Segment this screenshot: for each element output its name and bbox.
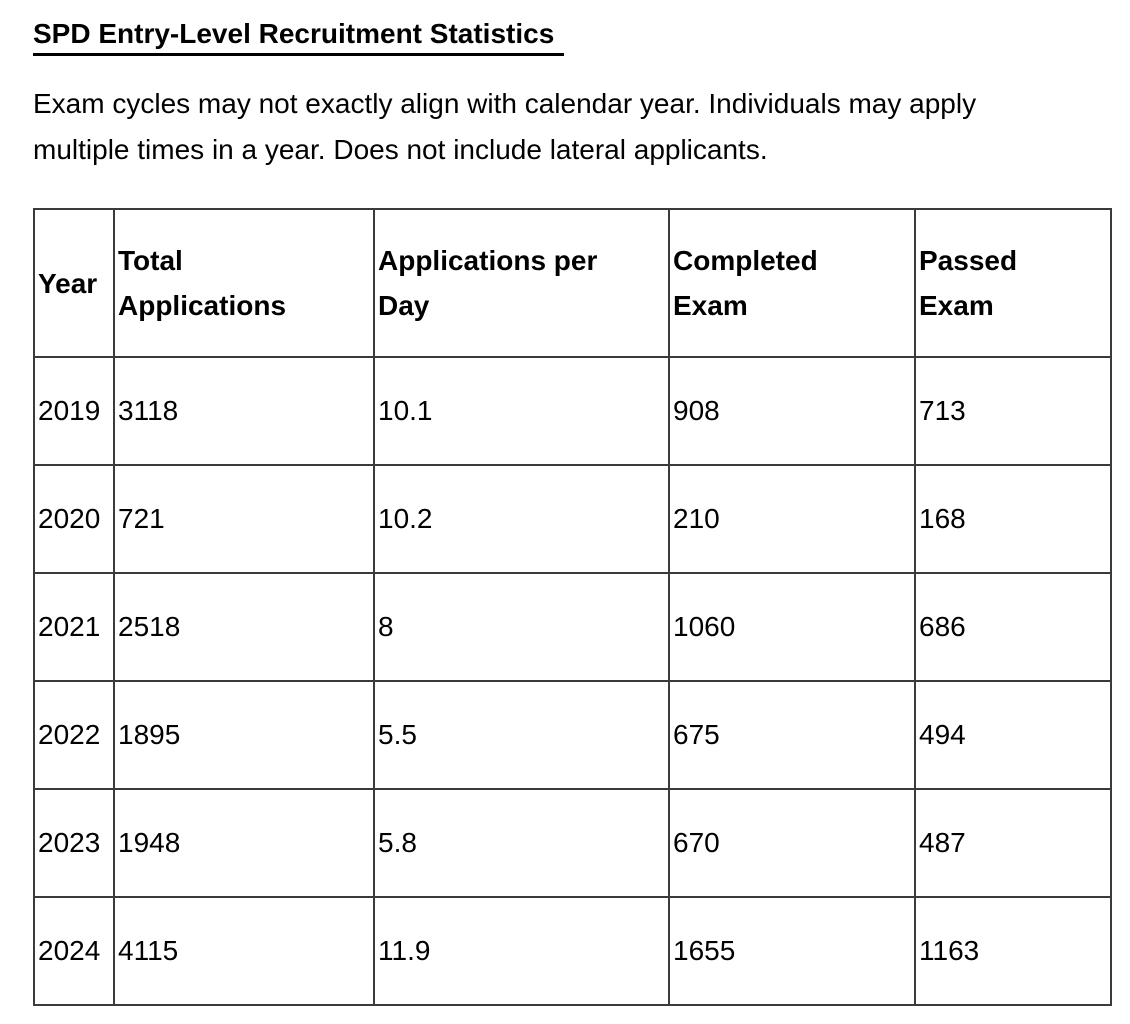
cell-applications-per-day: 5.8 (373, 788, 670, 898)
cell-total-applications: 4115 (113, 896, 375, 1006)
cell-year: 2020 (33, 464, 115, 574)
cell-year: 2021 (33, 572, 115, 682)
cell-total-applications: 1948 (113, 788, 375, 898)
cell-completed-exam: 210 (668, 464, 916, 574)
table-row-2021: 2021 2518 8 1060 686 (33, 572, 1112, 682)
cell-applications-per-day: 8 (373, 572, 670, 682)
cell-completed-exam: 670 (668, 788, 916, 898)
cell-year: 2024 (33, 896, 115, 1006)
col-header-year: Year (33, 208, 115, 358)
page-title-text: SPD Entry-Level Recruitment Statistics (33, 18, 565, 56)
cell-completed-exam: 1060 (668, 572, 916, 682)
cell-year: 2022 (33, 680, 115, 790)
cell-completed-exam: 675 (668, 680, 916, 790)
col-header-passed-exam: Passed Exam (914, 208, 1112, 358)
table-row-2022: 2022 1895 5.5 675 494 (33, 680, 1112, 790)
cell-passed-exam: 494 (914, 680, 1112, 790)
intro-line-2: multiple times in a year. Does not inclu… (33, 134, 768, 165)
table-row-2023: 2023 1948 5.8 670 487 (33, 788, 1112, 898)
cell-passed-exam: 713 (914, 356, 1112, 466)
intro-paragraph: Exam cycles may not exactly align with c… (33, 81, 1112, 173)
document-content: SPD Entry-Level Recruitment Statistics E… (0, 18, 1130, 1006)
cell-applications-per-day: 11.9 (373, 896, 670, 1006)
table-row-2019: 2019 3118 10.1 908 713 (33, 356, 1112, 466)
recruitment-stats-table: Year Total Applications Applications per… (33, 208, 1112, 1006)
col-header-completed-exam: Completed Exam (668, 208, 916, 358)
cell-completed-exam: 1655 (668, 896, 916, 1006)
cell-completed-exam: 908 (668, 356, 916, 466)
header-row: Year Total Applications Applications per… (33, 208, 1112, 358)
cell-applications-per-day: 10.2 (373, 464, 670, 574)
cell-applications-per-day: 5.5 (373, 680, 670, 790)
col-header-total-applications: Total Applications (113, 208, 375, 358)
cell-applications-per-day: 10.1 (373, 356, 670, 466)
cell-passed-exam: 487 (914, 788, 1112, 898)
cell-total-applications: 1895 (113, 680, 375, 790)
cell-year: 2023 (33, 788, 115, 898)
cell-year: 2019 (33, 356, 115, 466)
table-row-2020: 2020 721 10.2 210 168 (33, 464, 1112, 574)
cell-total-applications: 721 (113, 464, 375, 574)
cell-passed-exam: 686 (914, 572, 1112, 682)
cell-passed-exam: 1163 (914, 896, 1112, 1006)
col-header-applications-per-day: Applications per Day (373, 208, 670, 358)
cell-passed-exam: 168 (914, 464, 1112, 574)
cell-total-applications: 3118 (113, 356, 375, 466)
page-title: SPD Entry-Level Recruitment Statistics (33, 18, 1112, 56)
cell-total-applications: 2518 (113, 572, 375, 682)
table-row-2024: 2024 4115 11.9 1655 1163 (33, 896, 1112, 1006)
intro-line-1: Exam cycles may not exactly align with c… (33, 88, 977, 119)
